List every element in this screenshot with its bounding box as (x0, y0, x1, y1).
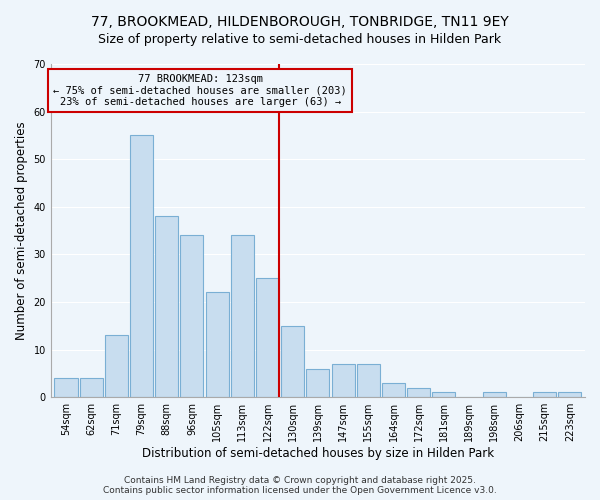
Bar (130, 136, 153, 397)
Bar (407, 388, 430, 397)
Bar (231, 236, 254, 397)
Bar (206, 292, 229, 397)
Bar (432, 392, 455, 397)
X-axis label: Distribution of semi-detached houses by size in Hilden Park: Distribution of semi-detached houses by … (142, 447, 494, 460)
Bar (382, 383, 405, 397)
Bar (558, 392, 581, 397)
Bar (281, 326, 304, 397)
Bar (256, 278, 279, 397)
Bar (80, 378, 103, 397)
Bar (332, 364, 355, 397)
Text: Contains HM Land Registry data © Crown copyright and database right 2025.
Contai: Contains HM Land Registry data © Crown c… (103, 476, 497, 495)
Bar (155, 216, 178, 397)
Bar (307, 368, 329, 397)
Bar (105, 336, 128, 397)
Y-axis label: Number of semi-detached properties: Number of semi-detached properties (15, 122, 28, 340)
Bar (482, 392, 506, 397)
Text: Size of property relative to semi-detached houses in Hilden Park: Size of property relative to semi-detach… (98, 32, 502, 46)
Text: 77, BROOKMEAD, HILDENBOROUGH, TONBRIDGE, TN11 9EY: 77, BROOKMEAD, HILDENBOROUGH, TONBRIDGE,… (91, 15, 509, 29)
Text: 77 BROOKMEAD: 123sqm
← 75% of semi-detached houses are smaller (203)
23% of semi: 77 BROOKMEAD: 123sqm ← 75% of semi-detac… (53, 74, 347, 107)
Bar (533, 392, 556, 397)
Bar (357, 364, 380, 397)
Bar (181, 236, 203, 397)
Bar (55, 378, 77, 397)
